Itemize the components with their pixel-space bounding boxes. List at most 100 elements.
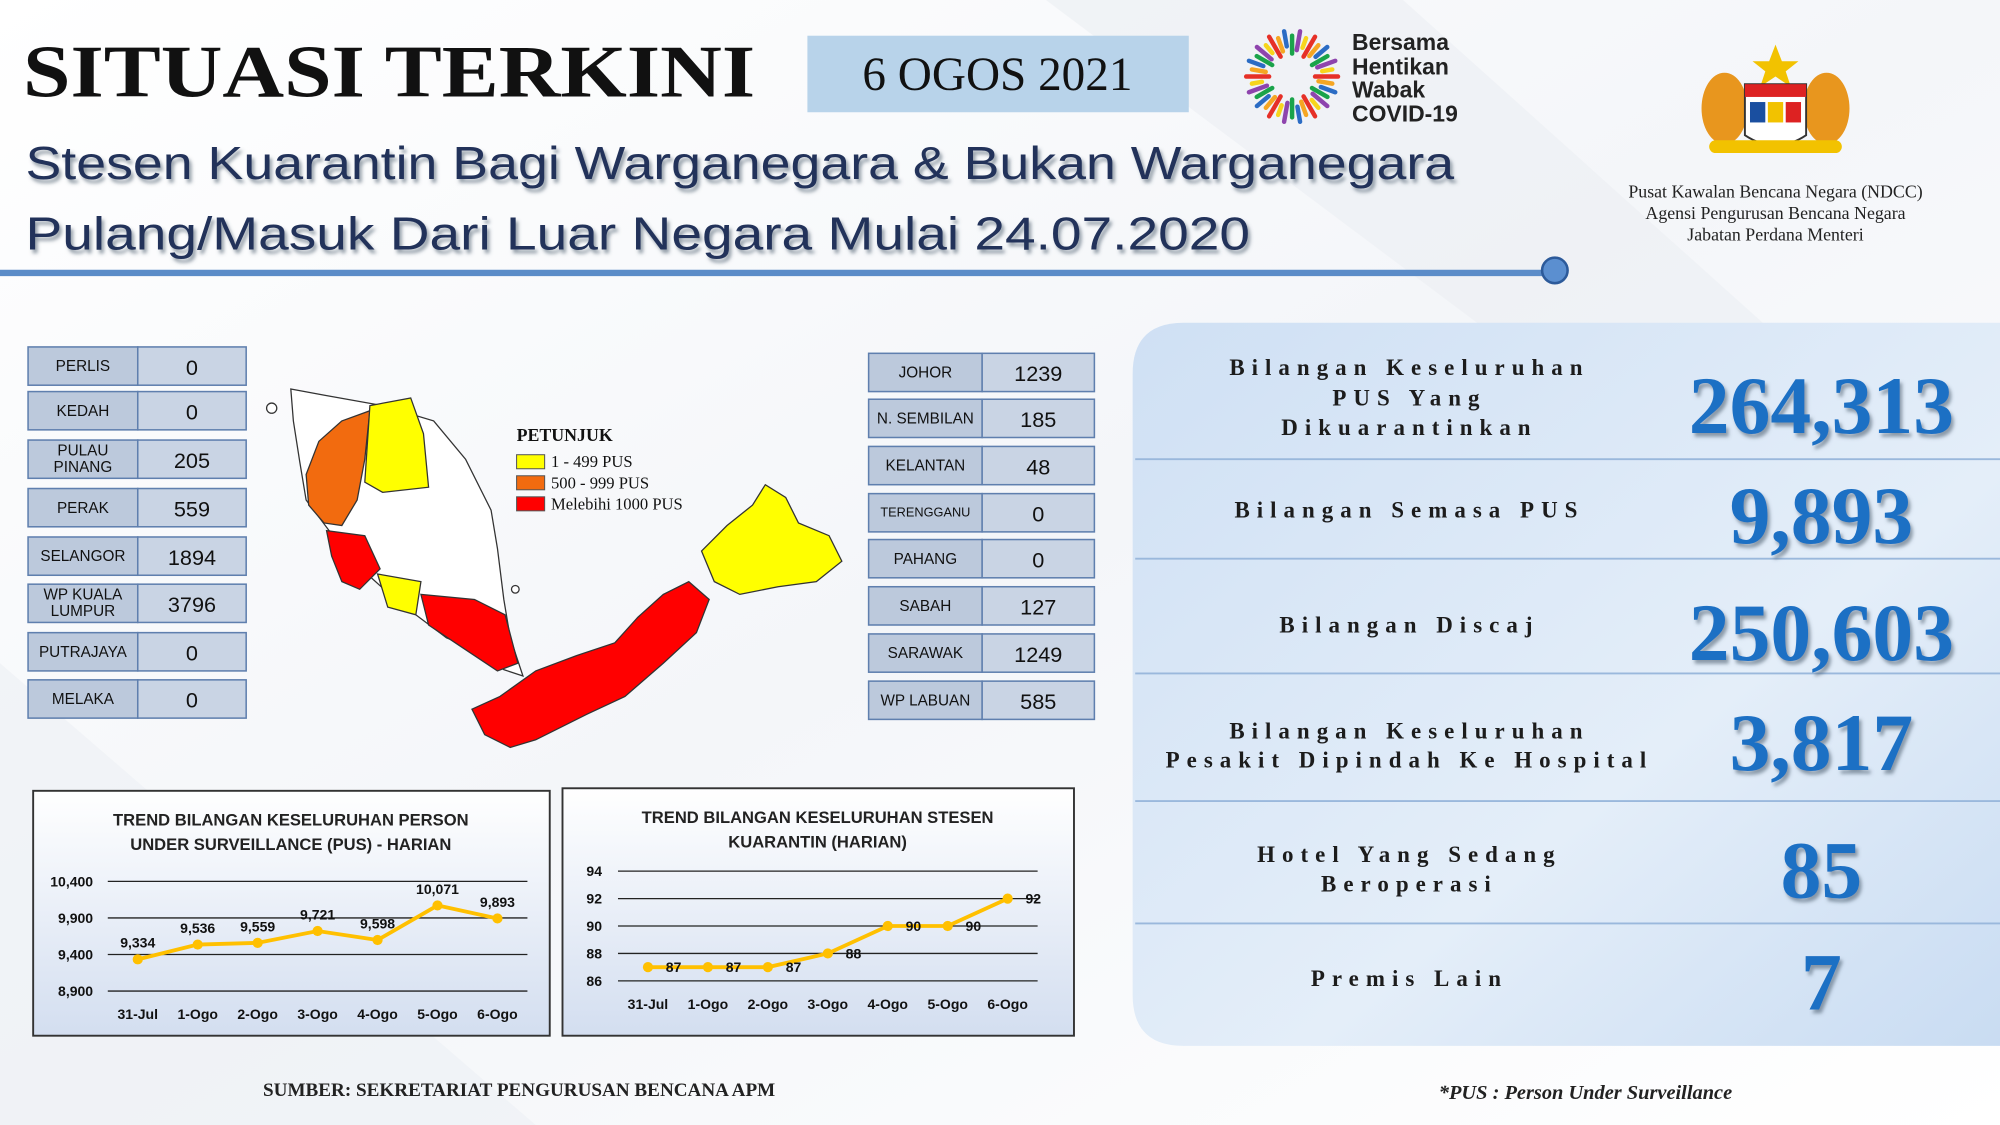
logo-stroke <box>1254 85 1275 100</box>
value-label: 88 <box>846 945 862 961</box>
logo-stroke <box>1254 53 1275 68</box>
campaign-logo <box>1243 29 1341 124</box>
value-label: 87 <box>726 959 742 975</box>
state-tables: PERLIS 0 KEDAH 0 PULAU PINANG 205 PERAK 559 SELA… <box>27 346 1096 721</box>
stat-value: 7 <box>1801 937 1842 1028</box>
state-name: SELANGOR <box>40 546 126 565</box>
stats: Bilangan Keseluruhan PUS Yang Dikuarantink… <box>1135 355 2000 1028</box>
state-value-cell <box>981 445 1096 486</box>
state-name-cell <box>27 439 139 480</box>
state-name: PULAU PINANG <box>53 441 113 476</box>
page-title: SITUASI TERKINI <box>23 32 755 114</box>
state-value: 1249 <box>1014 642 1062 667</box>
campaign-text: Bersama <box>1352 29 1449 55</box>
state-value: 3796 <box>168 592 216 617</box>
legend: 1 - 499 PUS 500 - 999 PUS Melebihi 1000 PU… <box>516 452 683 513</box>
state-name-box: KELANTAN <box>886 457 966 474</box>
state-name-box: SELANGOR <box>40 546 126 565</box>
stats-panel <box>1132 322 2000 1046</box>
y-tick-label: 90 <box>586 918 602 934</box>
logo-stroke <box>1263 94 1278 111</box>
x-tick-label: 6-Ogo <box>477 1006 518 1022</box>
state-name-box: JOHOR <box>899 364 953 381</box>
stat-label: Bilangan Semasa PUS <box>1234 498 1584 523</box>
value-label: 90 <box>906 918 922 934</box>
logo-stroke <box>1307 43 1321 59</box>
legend-label: 1 - 499 PUS <box>551 452 633 471</box>
logo-stroke <box>1310 91 1330 109</box>
logo-stroke <box>1301 94 1318 119</box>
state-name-cell <box>867 538 983 579</box>
agency: Agensi Pengurusan Bencana Negara <box>1645 203 1905 223</box>
value-label: 87 <box>666 959 682 975</box>
state-value: 0 <box>186 399 198 424</box>
logo-stroke <box>1318 84 1338 95</box>
state-value-cell <box>981 585 1096 626</box>
point <box>822 948 833 959</box>
x-tick-label: 1-Ogo <box>688 996 729 1012</box>
stat-label: Pesakit Dipindah Ke Hospital <box>1166 748 1654 773</box>
y-tick-label: 92 <box>586 891 602 907</box>
x-tick-label: 4-Ogo <box>357 1006 398 1022</box>
legend-swatch <box>516 475 546 491</box>
state-name-cell <box>27 487 139 528</box>
value-label: 90 <box>966 918 982 934</box>
state-value-cell <box>981 398 1096 439</box>
state-name-cell <box>867 585 983 626</box>
state-value-cell <box>981 538 1096 579</box>
x-tick-label: 2-Ogo <box>237 1006 278 1022</box>
campaign-text: Hentikan <box>1352 53 1449 79</box>
y-tick-label: 94 <box>586 863 602 879</box>
state-name-cell <box>867 352 983 393</box>
stat-label: PUS Yang <box>1332 385 1486 410</box>
state-name: TERENGGANU <box>880 505 971 520</box>
x-tick-label: 31-Jul <box>628 996 669 1012</box>
logo-stroke <box>1266 34 1283 59</box>
chart-title: UNDER SURVEILLANCE (PUS) - HARIAN <box>130 835 451 854</box>
stat-value: 9,893 <box>1730 470 1914 561</box>
stat-value: 250,603 <box>1689 587 1954 678</box>
stat-value: 85 <box>1781 824 1863 915</box>
chart-frame <box>32 789 551 1037</box>
state-name-box: TERENGGANU <box>880 505 971 520</box>
state-value-cell <box>136 583 247 624</box>
point <box>882 920 893 932</box>
stat-label: Dikuarantinkan <box>1281 415 1537 440</box>
point <box>432 900 443 911</box>
state-value: 559 <box>174 496 210 521</box>
state-name: WP LABUAN <box>880 690 971 709</box>
map <box>265 388 843 749</box>
legend-label: 500 - 999 PUS <box>551 473 649 492</box>
logo-stroke <box>1249 67 1268 75</box>
state-name-box: KEDAH <box>57 402 110 419</box>
state-value-cell <box>981 352 1096 393</box>
logo-stroke <box>1313 44 1330 60</box>
point <box>252 937 263 948</box>
logo-stroke <box>1249 79 1265 86</box>
logo-stroke <box>1300 35 1309 50</box>
state-value-cell <box>136 346 247 386</box>
logo-stroke <box>1299 99 1309 118</box>
point <box>192 939 203 950</box>
value-label: 9,559 <box>240 918 275 934</box>
state-value-cell <box>981 492 1096 533</box>
campaign-text: COVID-19 <box>1352 101 1458 127</box>
logo-stroke <box>1309 85 1330 100</box>
state-value: 1239 <box>1014 361 1062 386</box>
state-value-cell <box>136 631 247 672</box>
state-name: MELAKA <box>51 689 114 708</box>
state-value: 0 <box>186 688 198 713</box>
point <box>1002 893 1013 904</box>
point <box>372 934 383 946</box>
state-name-box: PERLIS <box>55 356 111 375</box>
legend-title: PETUNJUK <box>517 425 613 445</box>
logo-stroke <box>1309 53 1330 68</box>
logo-stroke <box>1266 94 1283 119</box>
state-name-box: PERAK <box>57 499 109 516</box>
state-name-box: N. SEMBILAN <box>877 409 974 426</box>
y-tick-label: 10,400 <box>50 873 93 889</box>
stat-label: Premis Lain <box>1311 966 1508 991</box>
stat-label: Bilangan Keseluruhan <box>1229 718 1589 743</box>
state-name: PERLIS <box>55 356 111 375</box>
